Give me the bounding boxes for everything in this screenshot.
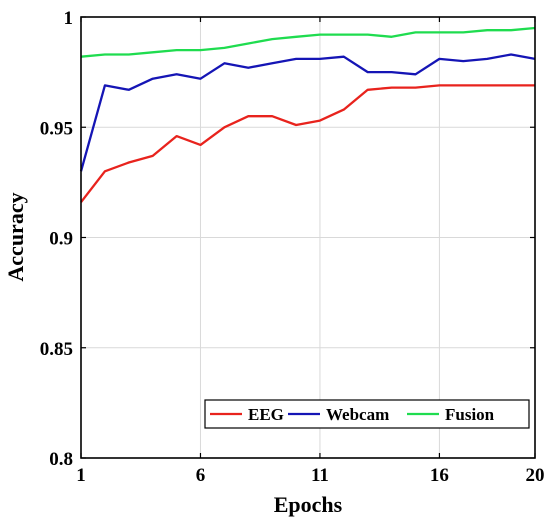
y-tick-label: 1 bbox=[64, 8, 74, 29]
x-tick-label: 6 bbox=[196, 465, 206, 486]
series-line-webcam bbox=[79, 53, 536, 172]
legend-label-webcam: Webcam bbox=[326, 405, 389, 424]
y-tick-label: 0.85 bbox=[40, 339, 73, 360]
grid-lines bbox=[81, 17, 535, 458]
legend: EEG Webcam Fusion bbox=[204, 399, 530, 429]
y-tick-label: 0.8 bbox=[49, 449, 73, 470]
series-line-fusion bbox=[80, 26, 536, 58]
x-tick-label: 1 bbox=[76, 465, 86, 486]
x-axis-label: Epochs bbox=[274, 492, 343, 517]
legend-label-eeg: EEG bbox=[248, 405, 284, 424]
axis-ticks: 1 6 11 16 200.80.850.90.951 bbox=[40, 8, 545, 486]
y-tick-label: 0.9 bbox=[49, 229, 73, 250]
series-line-eeg bbox=[80, 84, 535, 203]
x-tick-label: 20 bbox=[526, 465, 545, 486]
x-tick-label: 16 bbox=[430, 465, 449, 486]
series-lines bbox=[79, 26, 536, 203]
legend-box bbox=[204, 399, 530, 429]
legend-label-fusion: Fusion bbox=[445, 405, 495, 424]
y-tick-label: 0.95 bbox=[40, 118, 73, 139]
y-axis-label: Accuracy bbox=[3, 192, 28, 281]
x-tick-label: 11 bbox=[311, 465, 329, 486]
